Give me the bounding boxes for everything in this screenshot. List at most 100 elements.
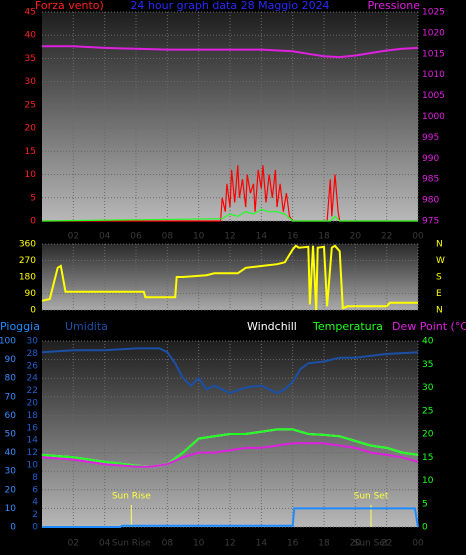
y-tick-label: 30 — [25, 77, 37, 87]
y3-tick-label: 18 — [27, 411, 39, 421]
y-tick-label: 20 — [25, 124, 37, 134]
y-tick-label: 0 — [30, 217, 36, 227]
y2-tick-label: 985 — [422, 175, 439, 185]
y-tick-label: 90 — [5, 355, 17, 365]
y-tick-label: 90 — [25, 289, 37, 299]
x-tick-label: 20 — [350, 232, 362, 242]
y2-tick-label: N — [436, 306, 443, 316]
y-tick-label: 70 — [5, 392, 17, 402]
y2-tick-label: 1020 — [422, 28, 445, 38]
x-tick-label: 12 — [224, 539, 235, 549]
x-tick-label: 04 — [99, 232, 111, 242]
x-tick-label: 14 — [256, 232, 268, 242]
y3-tick-label: 20 — [27, 399, 39, 409]
y2-tick-label: 10 — [422, 476, 434, 486]
x-tick-label: 08 — [162, 539, 174, 549]
y2-tick-label: N — [436, 240, 443, 250]
y-tick-label: 30 — [5, 467, 17, 477]
y-tick-label: 0 — [10, 523, 16, 533]
series-line — [42, 507, 419, 528]
series-line — [42, 45, 419, 59]
y2-tick-label: 1025 — [422, 8, 445, 18]
y-tick-label: 45 — [25, 8, 36, 18]
y3-tick-label: 8 — [32, 473, 38, 483]
x-tick-label: 06 — [130, 232, 142, 242]
y2-tick-label: 1000 — [422, 112, 445, 122]
y2-axis-title: Pressione — [368, 0, 421, 12]
y-tick-label: 270 — [19, 256, 36, 266]
y2-tick-label: 1005 — [422, 91, 445, 101]
y-tick-label: 360 — [19, 240, 36, 250]
legend-entry: Temperatura — [312, 320, 383, 333]
y3-tick-label: 2 — [32, 510, 38, 520]
annotation-label: Sun Rise — [112, 492, 151, 502]
series-line — [41, 244, 418, 311]
y-tick-label: 25 — [25, 100, 36, 110]
series-line — [41, 208, 418, 222]
y-tick-label: 20 — [5, 485, 17, 495]
y2-tick-label: 1010 — [422, 70, 445, 80]
series-line — [42, 165, 418, 222]
y3-tick-label: 4 — [32, 498, 38, 508]
x-annotation-label: Sun Rise — [112, 539, 151, 549]
x-tick-label: 14 — [256, 539, 268, 549]
chart-title: 24 hour graph data 28 Maggio 2024 — [130, 0, 329, 12]
y2-tick-label: 1015 — [422, 49, 445, 59]
x-tick-label: 08 — [162, 232, 174, 242]
x-tick-label: 18 — [318, 539, 330, 549]
y3-tick-label: 28 — [27, 349, 39, 359]
x-tick-label: 02 — [68, 539, 79, 549]
legend-entry: Dew Point (°C) — [392, 320, 466, 333]
x-tick-label: 00 — [412, 232, 424, 242]
y2-tick-label: W — [436, 256, 445, 266]
x-tick-label: 22 — [381, 539, 392, 549]
y3-tick-label: 24 — [27, 374, 39, 384]
y2-tick-label: 20 — [422, 430, 434, 440]
y-tick-label: 40 — [5, 448, 17, 458]
x-tick-label: 00 — [412, 539, 424, 549]
x-tick-label: 10 — [193, 232, 205, 242]
y3-tick-label: 6 — [32, 485, 38, 495]
y-tick-label: 60 — [5, 411, 17, 421]
x-tick-label: 02 — [68, 232, 79, 242]
y3-tick-label: 14 — [27, 436, 39, 446]
annotation-label: Sun Set — [354, 492, 389, 502]
y2-tick-label: 975 — [422, 217, 439, 227]
y3-tick-label: 16 — [27, 423, 39, 433]
y-tick-label: 40 — [25, 31, 37, 41]
legend-entry: Pioggia — [0, 320, 40, 333]
x-tick-label: 16 — [287, 232, 299, 242]
y2-tick-label: S — [436, 273, 442, 283]
y2-tick-label: 990 — [422, 154, 439, 164]
y2-tick-label: 5 — [422, 499, 428, 509]
y-tick-label: 50 — [5, 430, 17, 440]
x-tick-label: 04 — [99, 539, 111, 549]
y-tick-label: 180 — [19, 273, 36, 283]
legend-entry: Windchill — [247, 320, 297, 333]
y2-tick-label: 40 — [422, 337, 434, 347]
y-tick-label: 35 — [25, 54, 36, 64]
y2-tick-label: E — [436, 289, 442, 299]
y3-tick-label: 26 — [27, 361, 39, 371]
x-tick-label: 10 — [193, 539, 205, 549]
y3-tick-label: 30 — [27, 337, 39, 347]
y2-tick-label: 25 — [422, 406, 433, 416]
y-axis-title: Forza vento) — [35, 0, 104, 12]
series-line — [41, 442, 419, 468]
y2-tick-label: 995 — [422, 133, 439, 143]
x-annotation-label: Sun Set — [354, 539, 389, 549]
y-tick-label: 80 — [5, 374, 17, 384]
y-tick-label: 100 — [0, 337, 16, 347]
y2-tick-label: 30 — [422, 383, 434, 393]
y3-tick-label: 10 — [27, 461, 39, 471]
x-tick-label: 18 — [318, 232, 330, 242]
y-tick-label: 5 — [30, 193, 36, 203]
y2-tick-label: 15 — [422, 453, 433, 463]
y3-tick-label: 12 — [27, 448, 38, 458]
y2-tick-label: 980 — [422, 196, 439, 206]
y-tick-label: 15 — [25, 147, 36, 157]
y3-tick-label: 0 — [32, 523, 38, 533]
x-tick-label: 22 — [381, 232, 392, 242]
series-line — [41, 347, 419, 395]
